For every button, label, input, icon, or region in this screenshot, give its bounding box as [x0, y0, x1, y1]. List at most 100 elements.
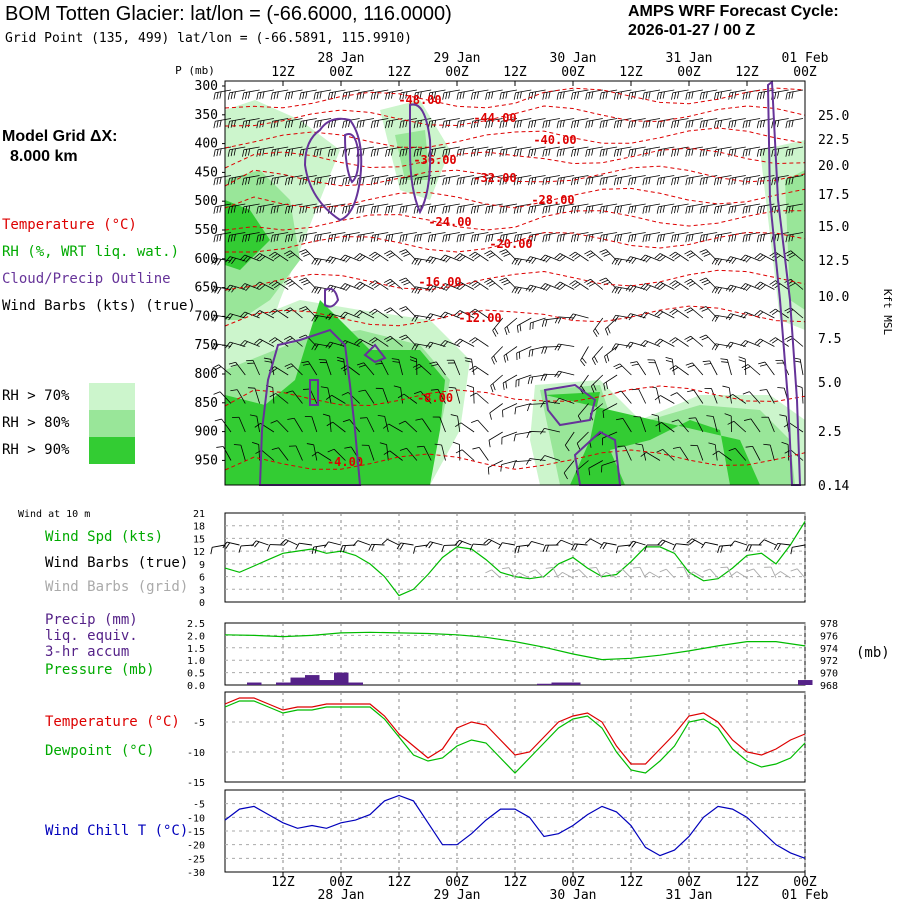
bottom-hour-label: 12Z [387, 875, 411, 890]
wind-barb-flag [742, 391, 750, 395]
wind-barb [588, 460, 603, 469]
wind-barb-flag [716, 92, 720, 100]
wind-barb-flag [316, 92, 319, 100]
wind-barb [575, 280, 589, 290]
wind-barb-flag [525, 256, 531, 263]
wind-barb-flag [613, 178, 617, 186]
wind-barb-flag [228, 257, 234, 264]
wind-barb-flag [373, 234, 376, 242]
wind-barb-flag [714, 344, 720, 351]
wind-barb-flag [576, 91, 580, 99]
wind-barb-flag [385, 206, 388, 214]
wind-barb-flag [370, 121, 373, 129]
wind-barb-flag [585, 235, 588, 243]
wind-barb-flag [531, 258, 537, 265]
wind-barb-flag [413, 546, 416, 554]
wind-barb-flag [490, 385, 494, 393]
precip-bar [276, 682, 291, 685]
wind-barb-flag [254, 310, 261, 316]
wind-barb-flag [777, 234, 780, 242]
wind-barb-flag [442, 178, 445, 186]
cloud-outline [573, 430, 622, 486]
wind-barb-flag [459, 256, 466, 262]
bottom-hour-label: 00Z [561, 875, 585, 890]
wind-barb-flag [540, 428, 545, 435]
wind-barb [477, 419, 489, 433]
wind-barb-flag [354, 281, 361, 287]
wind-barb-flag [301, 279, 308, 284]
wind-barb-flag [580, 385, 586, 392]
wind-barb-flag [242, 92, 245, 100]
wind-barb-flag [328, 342, 334, 349]
wind-barb-flag [742, 312, 749, 319]
wind-barb [229, 89, 246, 94]
wind-barb-flag [631, 120, 634, 128]
wind-barb-flag [419, 177, 422, 185]
top-day-label: 30 Jan [550, 51, 597, 66]
wind-barb-flag [485, 206, 488, 214]
wind-barb-flag [251, 540, 257, 547]
wind-barb [439, 416, 446, 433]
wind-barb-flag [728, 285, 734, 292]
wind-barb-flag [470, 235, 474, 243]
wind-barb [258, 444, 260, 461]
wind-barb-flag [259, 206, 262, 214]
wind-barb-flag [716, 120, 720, 128]
wind-barb-flag [657, 340, 664, 346]
wind-chill-label: Wind Chill T (°C) [45, 823, 189, 839]
wind-barb-flag [685, 362, 693, 366]
wind-barb-flag [742, 284, 749, 291]
wind-barb-flag [791, 205, 794, 213]
wind-barb-flag [756, 206, 760, 214]
wind-speed-label: Wind Spd (kts) [45, 529, 164, 545]
wind-barb [415, 544, 429, 548]
wind-barb-flag [245, 149, 248, 157]
wind-barb [636, 361, 647, 376]
wind-tick-label: 0 [199, 598, 205, 609]
wind-barb-flag [672, 543, 677, 551]
wind-barb [592, 346, 604, 359]
temperature-contour [225, 231, 806, 253]
wind-barb [646, 451, 661, 461]
wind-barb-flag [528, 569, 536, 574]
wind-barb-flag [748, 234, 751, 242]
wind-barb-flag [760, 284, 766, 290]
wind-barb-flag [785, 235, 788, 243]
wind-barb-flag [654, 281, 661, 287]
kft-tick-label: 25.0 [818, 109, 849, 124]
wind-barb-flag [758, 539, 765, 545]
wind-barb-flag [445, 256, 451, 263]
wind-barb [622, 569, 632, 579]
wind-barb-flag [748, 91, 751, 99]
wind-barb [331, 394, 346, 404]
wind-barb-flag [362, 177, 365, 185]
wind-barb-flag [554, 370, 560, 378]
wind-barb-flag [384, 278, 391, 283]
wind-barb-flag [630, 361, 638, 364]
wind-barb-flag [771, 310, 779, 316]
wind-barb-flag [613, 92, 617, 100]
wind-barb-flag [635, 443, 643, 446]
wind-barb-flag [227, 206, 230, 214]
legend-rh: RH (%, WRT liq. wat.) [2, 244, 180, 260]
wind-barb-flag [648, 234, 651, 242]
wind-barb-flag [591, 148, 594, 156]
wind-barb-flag [754, 338, 761, 344]
wind-barb [705, 541, 719, 546]
wind-barb-flag [383, 450, 391, 455]
wind-barb-flag [742, 178, 745, 186]
wind-barb [544, 118, 560, 122]
wind-barb-flag [342, 149, 345, 157]
wind-barb-flag [369, 251, 376, 257]
precip-tick-label: 2.5 [187, 619, 205, 630]
wind-barb-flag [448, 91, 451, 99]
wind-barb-flag [588, 254, 596, 259]
wind-barb-flag [374, 283, 381, 289]
wind-barb-flag [713, 149, 717, 157]
wind-barb [474, 365, 489, 376]
wind-barb-flag [691, 148, 694, 156]
wind-barb-flag [242, 312, 248, 319]
station-title: BOM Totten Glacier: lat/lon = (-66.6000,… [5, 3, 452, 25]
wind-barb-flag [788, 92, 791, 100]
wind-barb-flag [493, 355, 497, 363]
